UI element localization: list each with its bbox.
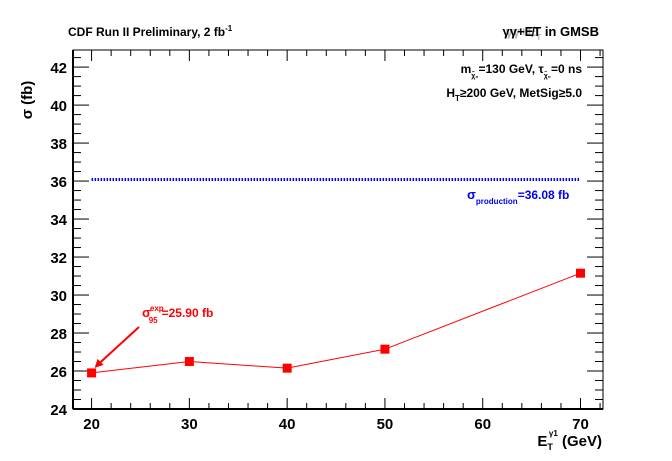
x-tick-label: 60 — [474, 416, 491, 433]
x-tick-label: 40 — [279, 416, 296, 433]
y-tick-label: 34 — [50, 212, 67, 229]
axes: 20 30 40 50 60 70 24 26 28 30 32 34 36 38 40 42 — [50, 49, 604, 433]
y-tick-label: 26 — [50, 364, 67, 381]
chart-title: CDF Run II Preliminary, 2 fb-1 — [68, 24, 233, 39]
params-line-2: HT≥200 GeV, MetSig≥5.0 — [446, 86, 582, 103]
channel-label: γγ+E̸T in GMSB — [503, 24, 599, 39]
x-tick-label: 70 — [572, 416, 589, 433]
data-point — [87, 368, 97, 378]
annotation-arrow — [96, 326, 140, 366]
channel-label-parts: γγ+ET in GMSB — [506, 24, 599, 42]
data-point — [576, 268, 586, 278]
x-tick-label: 50 — [377, 416, 394, 433]
x-tick-label: 30 — [181, 416, 198, 433]
data-point — [184, 357, 194, 367]
y-tick-label: 28 — [50, 326, 67, 343]
y-tick-label: 36 — [50, 174, 67, 191]
x-tick-label: 20 — [83, 416, 100, 433]
data-point — [282, 363, 292, 373]
data-point — [380, 344, 390, 354]
expected-limit-annotation: σexp 95=25.90 fb — [142, 304, 213, 325]
params-line-1: mχ̃₀=130 GeV, τχ̃₀=0 ns — [461, 62, 583, 80]
plot-frame — [72, 49, 604, 410]
production-annotation: σproduction=36.08 fb — [467, 187, 569, 206]
y-tick-label: 32 — [50, 250, 67, 267]
y-tick-label: 30 — [50, 288, 67, 305]
y-axis-label: σ (fb) — [19, 81, 36, 120]
x-axis-label: ETγ1 (GeV) — [537, 429, 602, 452]
arrow-head — [94, 358, 104, 368]
y-tick-label: 38 — [50, 136, 67, 153]
data-marks — [87, 178, 586, 378]
y-tick-label: 42 — [50, 60, 67, 77]
y-tick-label: 40 — [50, 98, 67, 115]
expected-limit-line — [91, 272, 581, 374]
y-tick-label: 24 — [50, 402, 67, 419]
